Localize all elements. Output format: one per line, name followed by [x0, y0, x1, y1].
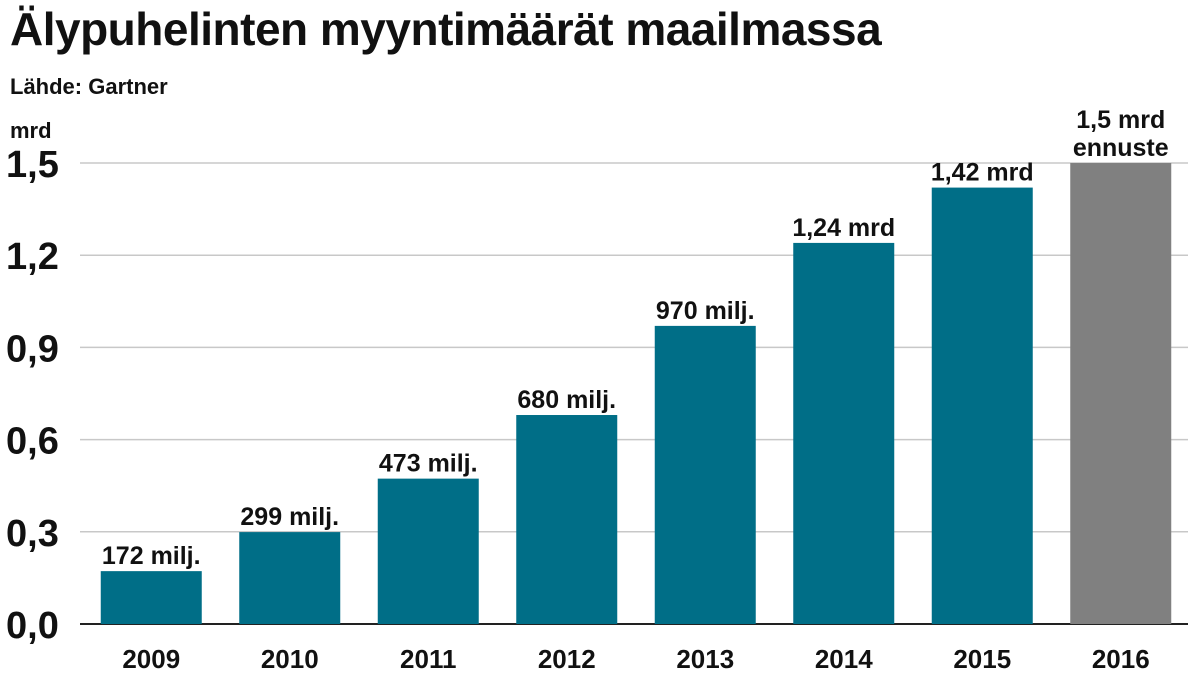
bar-2015 — [931, 187, 1033, 624]
y-axis-ticks: 0,0 0,3 0,6 0,9 1,2 1,5 — [6, 144, 59, 647]
bar-2012 — [516, 415, 618, 624]
y-tick-label: 0,3 — [6, 513, 59, 555]
bar-2010 — [239, 532, 341, 624]
y-tick-label: 0,0 — [6, 605, 59, 647]
x-tick-label-2011: 2011 — [400, 644, 456, 674]
data-label-2013: 970 milj. — [656, 297, 755, 325]
data-label-2016: 1,5 mrd — [1076, 106, 1165, 134]
chart-subtitle: Lähde: Gartner — [10, 74, 168, 99]
x-tick-label-2009: 2009 — [122, 644, 180, 674]
y-axis-label: mrd — [10, 118, 52, 143]
x-axis-ticks: 2009 2010 2011 2012 2013 2014 2015 2016 — [122, 644, 1149, 674]
y-tick-label: 0,9 — [6, 328, 59, 370]
y-tick-label: 1,2 — [6, 236, 59, 278]
data-label-2012: 680 milj. — [517, 386, 616, 414]
x-tick-label-2014: 2014 — [815, 644, 873, 674]
bar-2013 — [654, 325, 756, 624]
bars — [100, 163, 1172, 624]
data-label-2010: 299 milj. — [240, 503, 339, 531]
x-tick-label-2010: 2010 — [261, 644, 319, 674]
bar-2009 — [100, 571, 202, 624]
data-label-2014: 1,24 mrd — [792, 214, 895, 242]
data-label-2011: 473 milj. — [379, 450, 478, 478]
x-tick-label-2015: 2015 — [953, 644, 1011, 674]
x-tick-label-2012: 2012 — [538, 644, 596, 674]
bar-2016 — [1070, 163, 1172, 624]
data-label-2015: 1,42 mrd — [931, 159, 1034, 187]
x-tick-label-2016: 2016 — [1092, 644, 1150, 674]
value-labels: 172 milj. 299 milj. 473 milj. 680 milj. 970 … — [102, 106, 1169, 570]
x-tick-label-2013: 2013 — [676, 644, 734, 674]
data-label-2009: 172 milj. — [102, 542, 201, 570]
bar-2011 — [377, 478, 479, 624]
data-label-2016: ennuste — [1073, 134, 1169, 162]
bar-2014 — [793, 242, 895, 624]
y-tick-label: 1,5 — [6, 144, 59, 186]
chart-title: Älypuhelinten myyntimäärät maailmassa — [10, 3, 882, 55]
y-tick-label: 0,6 — [6, 421, 59, 463]
